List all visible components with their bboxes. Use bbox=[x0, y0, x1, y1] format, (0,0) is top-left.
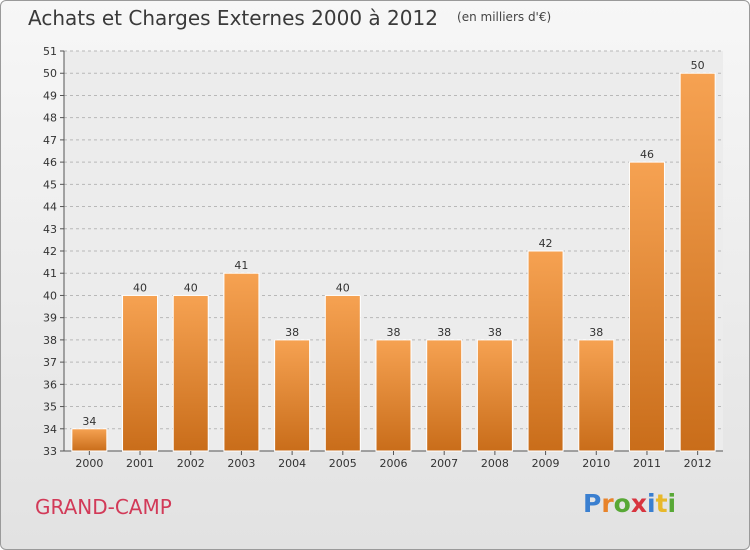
x-tick-label-2011: 2011 bbox=[633, 457, 661, 470]
x-tick-label-2009: 2009 bbox=[532, 457, 560, 470]
value-label-2010: 38 bbox=[589, 326, 603, 339]
y-tick-label: 40 bbox=[43, 289, 57, 302]
x-tick-label-2010: 2010 bbox=[582, 457, 610, 470]
y-tick-label: 34 bbox=[43, 423, 57, 436]
value-label-2004: 38 bbox=[285, 326, 299, 339]
bar-2005 bbox=[324, 294, 361, 452]
x-tick-label-2000: 2000 bbox=[75, 457, 103, 470]
y-tick-label: 50 bbox=[43, 67, 57, 80]
value-label-2009: 42 bbox=[539, 237, 553, 250]
bar-2008 bbox=[476, 339, 513, 452]
x-tick-label-2012: 2012 bbox=[684, 457, 712, 470]
title-row: Achats et Charges Externes 2000 à 2012 (… bbox=[28, 6, 551, 30]
y-tick-label: 38 bbox=[43, 334, 57, 347]
bar-2004 bbox=[274, 339, 311, 452]
value-label-2007: 38 bbox=[437, 326, 451, 339]
bar-2006 bbox=[375, 339, 412, 452]
x-tick-label-2007: 2007 bbox=[430, 457, 458, 470]
y-tick-label: 44 bbox=[43, 201, 57, 214]
x-tick-label-2005: 2005 bbox=[329, 457, 357, 470]
bar-2009 bbox=[527, 250, 564, 452]
y-tick-label: 51 bbox=[43, 45, 57, 58]
x-tick-label-2008: 2008 bbox=[481, 457, 509, 470]
bar-2010 bbox=[578, 339, 615, 452]
value-label-2000: 34 bbox=[82, 415, 96, 428]
y-tick-label: 36 bbox=[43, 378, 57, 391]
value-label-2008: 38 bbox=[488, 326, 502, 339]
value-label-2003: 41 bbox=[234, 259, 248, 272]
value-label-2005: 40 bbox=[336, 281, 350, 294]
bar-2011 bbox=[628, 161, 665, 452]
y-tick-label: 46 bbox=[43, 156, 57, 169]
x-tick-label-2002: 2002 bbox=[177, 457, 205, 470]
y-tick-label: 35 bbox=[43, 401, 57, 414]
bar-2002 bbox=[172, 294, 209, 452]
value-label-2002: 40 bbox=[184, 281, 198, 294]
value-label-2006: 38 bbox=[387, 326, 401, 339]
chart-title: Achats et Charges Externes 2000 à 2012 bbox=[28, 6, 438, 30]
x-tick-label-2003: 2003 bbox=[227, 457, 255, 470]
commune-name: GRAND-CAMP bbox=[35, 495, 172, 519]
bar-2012 bbox=[679, 72, 716, 452]
value-label-2012: 50 bbox=[691, 59, 705, 72]
y-tick-label: 43 bbox=[43, 223, 57, 236]
x-tick-label-2001: 2001 bbox=[126, 457, 154, 470]
y-tick-label: 49 bbox=[43, 89, 57, 102]
bar-2001 bbox=[122, 294, 159, 452]
value-label-2001: 40 bbox=[133, 281, 147, 294]
y-tick-label: 41 bbox=[43, 267, 57, 280]
y-tick-label: 39 bbox=[43, 312, 57, 325]
bar-2000 bbox=[71, 428, 108, 452]
x-tick-label-2004: 2004 bbox=[278, 457, 306, 470]
bar-2003 bbox=[223, 272, 260, 452]
y-tick-label: 48 bbox=[43, 112, 57, 125]
x-tick-label-2006: 2006 bbox=[380, 457, 408, 470]
y-tick-label: 37 bbox=[43, 356, 57, 369]
y-tick-label: 42 bbox=[43, 245, 57, 258]
y-tick-label: 47 bbox=[43, 134, 57, 147]
y-tick-label: 33 bbox=[43, 445, 57, 458]
bar-2007 bbox=[426, 339, 463, 452]
y-tick-label: 45 bbox=[43, 178, 57, 191]
chart-subtitle: (en milliers d'€) bbox=[457, 10, 552, 24]
proxiti-logo[interactable]: Proxiti bbox=[583, 489, 677, 518]
value-label-2011: 46 bbox=[640, 148, 654, 161]
